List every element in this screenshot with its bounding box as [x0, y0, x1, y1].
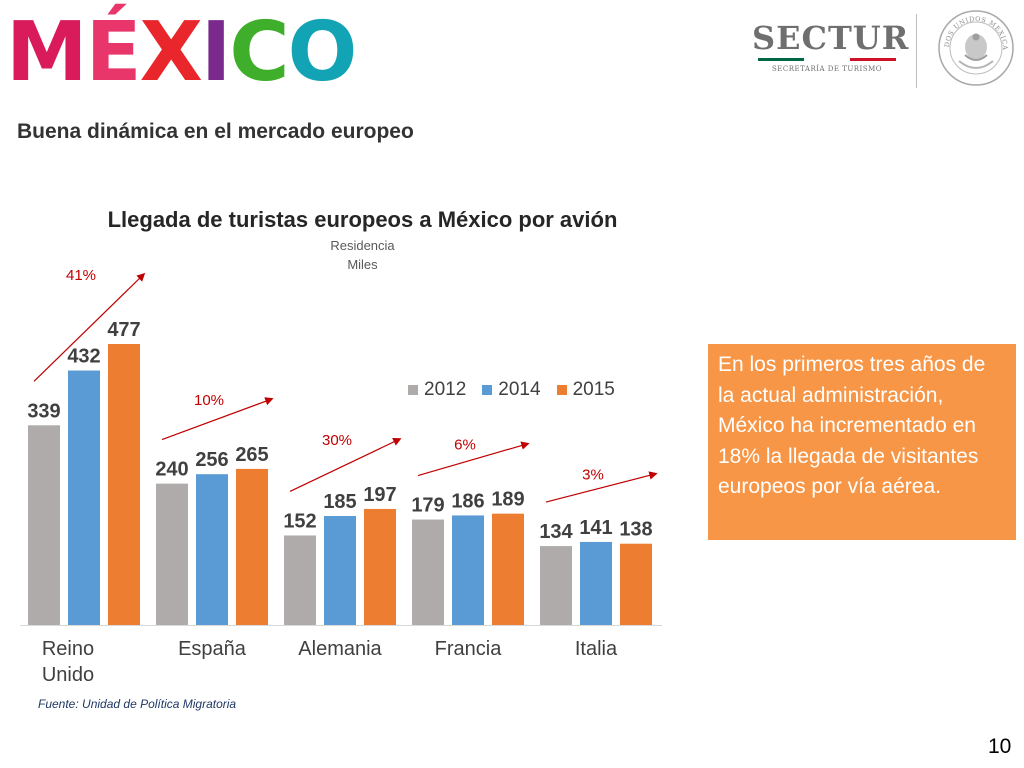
- logo-letter: M: [6, 5, 88, 100]
- data-label: 185: [323, 491, 356, 513]
- logo-letter: O: [287, 5, 358, 100]
- data-label: 152: [283, 510, 316, 532]
- data-label: 141: [579, 517, 612, 539]
- growth-arrow-2: [289, 438, 402, 492]
- data-label: 432: [67, 346, 100, 368]
- sectur-wordmark: SECTUR: [752, 19, 910, 57]
- chart-subtitle-miles: Miles: [347, 257, 378, 272]
- bar-2014-4: [580, 541, 612, 625]
- logo-letter: C: [229, 5, 289, 100]
- page-number: 10: [988, 735, 1012, 758]
- growth-label-1: 10%: [194, 392, 224, 409]
- growth-arrow-1: [161, 397, 274, 441]
- growth-label-4: 3%: [582, 467, 604, 484]
- insight-note-box: En los primeros tres años de la actual a…: [708, 344, 1016, 540]
- legend-item-2014: 2014: [482, 379, 541, 401]
- category-label-0: Reino: [42, 638, 94, 660]
- chart-title: Llegada de turistas europeos a México po…: [107, 207, 618, 232]
- bar-2014-3: [452, 515, 484, 625]
- data-label: 189: [491, 489, 524, 511]
- bar-2012-3: [412, 519, 444, 625]
- data-label: 240: [155, 459, 188, 481]
- bar-2015-3: [492, 513, 524, 625]
- growth-label-2: 30%: [322, 432, 352, 449]
- bar-2015-1: [236, 468, 268, 625]
- bar-2014-1: [196, 474, 228, 625]
- bar-2014-2: [324, 516, 356, 625]
- category-label-0: Unido: [42, 664, 94, 686]
- growth-arrow-0: [33, 272, 146, 382]
- bar-2012-2: [284, 535, 316, 625]
- source-citation: Fuente: Unidad de Política Migratoria: [38, 697, 237, 711]
- bar-2014-0: [68, 370, 100, 625]
- flag-stripe: [758, 58, 896, 61]
- header-divider: [916, 14, 917, 88]
- data-label: 197: [363, 484, 396, 506]
- sectur-logo: SECTUR SECRETARÍA DE TURISMO: [752, 19, 910, 73]
- flag-stripe-segment: [758, 58, 804, 61]
- logo-letter: X: [139, 5, 203, 100]
- logo-letter: I: [200, 5, 231, 100]
- legend-swatch-2014: [482, 385, 493, 395]
- data-label: 265: [235, 444, 268, 466]
- data-label: 256: [195, 449, 228, 471]
- sectur-subtitle: SECRETARÍA DE TURISMO: [771, 65, 883, 73]
- data-label: 186: [451, 490, 484, 512]
- legend-swatch-2012: [408, 385, 418, 395]
- bar-2012-0: [28, 425, 60, 625]
- category-label-3: Francia: [435, 638, 503, 660]
- chart-subtitle-residencia: Residencia: [330, 238, 395, 253]
- chart-legend: 2012 2014 2015: [408, 379, 615, 401]
- category-label-4: Italia: [575, 638, 618, 660]
- data-label: 339: [27, 400, 60, 422]
- data-label: 477: [107, 319, 140, 341]
- slide-heading: Buena dinámica en el mercado europeo: [17, 120, 414, 143]
- legend-label-2015: 2015: [572, 379, 615, 400]
- legend-swatch-2015: [556, 385, 567, 395]
- growth-arrow-3: [417, 441, 530, 477]
- bar-2015-2: [364, 508, 396, 625]
- growth-label-3: 6%: [454, 437, 476, 454]
- bar-chart: 339 432 477 240 256 265 152 185 197 179 186 189 134 1…: [20, 270, 662, 686]
- legend-item-2015: 2015: [556, 379, 615, 401]
- mexico-logo: MÉXICO: [6, 5, 358, 100]
- flag-stripe-segment: [850, 58, 896, 61]
- logo-letter: É: [85, 5, 142, 100]
- legend-item-2012: 2012: [408, 379, 466, 401]
- flag-stripe-segment: [804, 58, 850, 61]
- data-label: 179: [411, 495, 444, 517]
- growth-arrow-4: [545, 471, 658, 503]
- legend-label-2012: 2012: [424, 379, 467, 400]
- category-label-1: España: [178, 638, 247, 660]
- bar-2012-1: [156, 483, 188, 625]
- bar-2015-4: [620, 543, 652, 625]
- data-label: 138: [619, 519, 652, 541]
- category-label-2: Alemania: [298, 638, 382, 660]
- growth-label-0: 41%: [66, 270, 96, 284]
- data-label: 134: [539, 521, 573, 543]
- legend-label-2014: 2014: [498, 379, 541, 400]
- bar-2015-0: [108, 344, 140, 625]
- national-seal-icon: ESTADOS UNIDOS MEXICANOS: [933, 3, 1015, 87]
- bar-2012-4: [540, 546, 572, 625]
